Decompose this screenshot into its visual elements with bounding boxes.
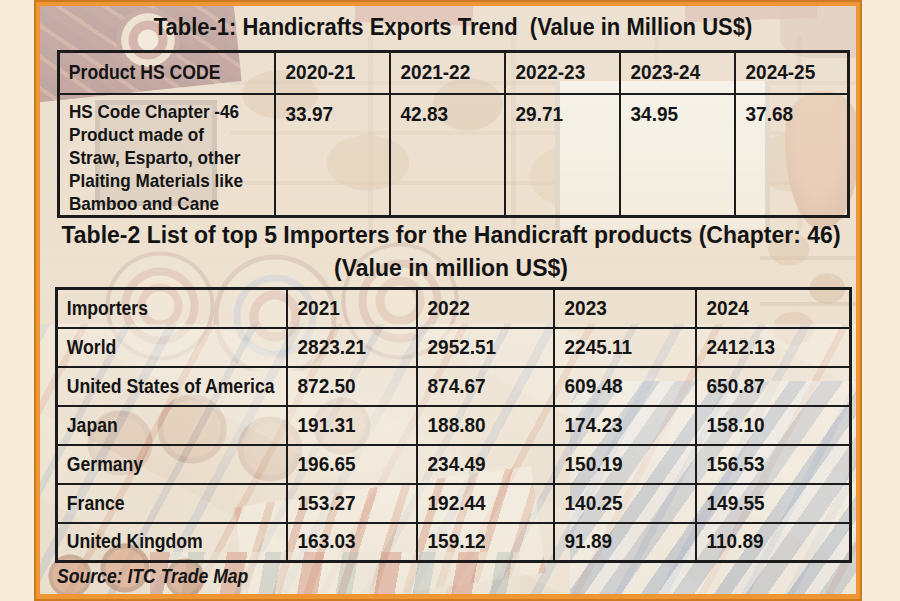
table1-col-2024-25: 2024-25 — [735, 52, 849, 94]
importer-name: World — [57, 328, 287, 367]
table1-value-2023-24: 34.95 — [620, 94, 735, 217]
importer-name: United States of America — [57, 367, 287, 406]
importer-name: France — [57, 484, 287, 523]
table1-col-2020-21: 2020-21 — [275, 52, 390, 94]
table2-col-2022: 2022 — [417, 289, 554, 328]
table2-title-line2: (Value in million US$) — [43, 250, 859, 286]
infographic-page: Table-1: Handicrafts Exports Trend (Valu… — [0, 0, 900, 601]
value-cell: 2952.51 — [417, 328, 554, 367]
value-cell: 2245.11 — [554, 328, 696, 367]
value-cell: 2823.21 — [287, 328, 417, 367]
value-cell: 609.48 — [554, 367, 696, 406]
table2-col-importers: Importers — [57, 289, 287, 328]
value-cell: 650.87 — [696, 367, 851, 406]
table1-col-2023-24: 2023-24 — [620, 52, 735, 94]
table2-top-importers: Importers 2021 2022 2023 2024 World 2823… — [55, 287, 852, 563]
table2-row-uk: United Kingdom 163.03 159.12 91.89 110.8… — [57, 523, 851, 562]
table1-title: Table-1: Handicrafts Exports Trend (Valu… — [45, 14, 861, 40]
value-cell: 174.23 — [554, 406, 696, 445]
value-cell: 158.10 — [696, 406, 851, 445]
value-cell: 156.53 — [696, 445, 851, 484]
table2-col-2024: 2024 — [696, 289, 851, 328]
table1-value-2021-22: 42.83 — [390, 94, 505, 217]
value-cell: 191.31 — [287, 406, 417, 445]
table1-product-label: HS Code Chapter -46 Product made of Stra… — [59, 94, 275, 217]
value-cell: 150.19 — [554, 445, 696, 484]
table1-header-row: Product HS CODE 2020-21 2021-22 2022-23 … — [59, 52, 849, 94]
table2-row-world: World 2823.21 2952.51 2245.11 2412.13 — [57, 328, 851, 367]
table1-col-2022-23: 2022-23 — [505, 52, 620, 94]
value-cell: 192.44 — [417, 484, 554, 523]
value-cell: 234.49 — [417, 445, 554, 484]
value-cell: 874.67 — [417, 367, 554, 406]
table2-header-row: Importers 2021 2022 2023 2024 — [57, 289, 851, 328]
importer-name: United Kingdom — [57, 523, 287, 562]
value-cell: 188.80 — [417, 406, 554, 445]
table1-data-row: HS Code Chapter -46 Product made of Stra… — [59, 94, 849, 217]
value-cell: 872.50 — [287, 367, 417, 406]
importer-name: Germany — [57, 445, 287, 484]
table2-row-usa: United States of America 872.50 874.67 6… — [57, 367, 851, 406]
value-cell: 196.65 — [287, 445, 417, 484]
value-cell: 159.12 — [417, 523, 554, 562]
table2-col-2021: 2021 — [287, 289, 417, 328]
table2-row-japan: Japan 191.31 188.80 174.23 158.10 — [57, 406, 851, 445]
table2-title-line1: Table-2 List of top 5 Importers for the … — [43, 217, 859, 253]
table1-col-product: Product HS CODE — [59, 52, 275, 94]
table1-col-2021-22: 2021-22 — [390, 52, 505, 94]
table2-row-france: France 153.27 192.44 140.25 149.55 — [57, 484, 851, 523]
table2-title: Table-2 List of top 5 Importers for the … — [43, 218, 859, 284]
value-cell: 149.55 — [696, 484, 851, 523]
importer-name: Japan — [57, 406, 287, 445]
source-note: Source: ITC Trade Map — [57, 565, 274, 588]
table1-value-2020-21: 33.97 — [275, 94, 390, 217]
table2-row-germany: Germany 196.65 234.49 150.19 156.53 — [57, 445, 851, 484]
value-cell: 91.89 — [554, 523, 696, 562]
value-cell: 153.27 — [287, 484, 417, 523]
table1-value-2022-23: 29.71 — [505, 94, 620, 217]
value-cell: 2412.13 — [696, 328, 851, 367]
value-cell: 163.03 — [287, 523, 417, 562]
table2-col-2023: 2023 — [554, 289, 696, 328]
value-cell: 110.89 — [696, 523, 851, 562]
content-layer: Table-1: Handicrafts Exports Trend (Valu… — [0, 0, 900, 601]
table1-value-2024-25: 37.68 — [735, 94, 849, 217]
table1-exports-trend: Product HS CODE 2020-21 2021-22 2022-23 … — [57, 50, 850, 218]
value-cell: 140.25 — [554, 484, 696, 523]
